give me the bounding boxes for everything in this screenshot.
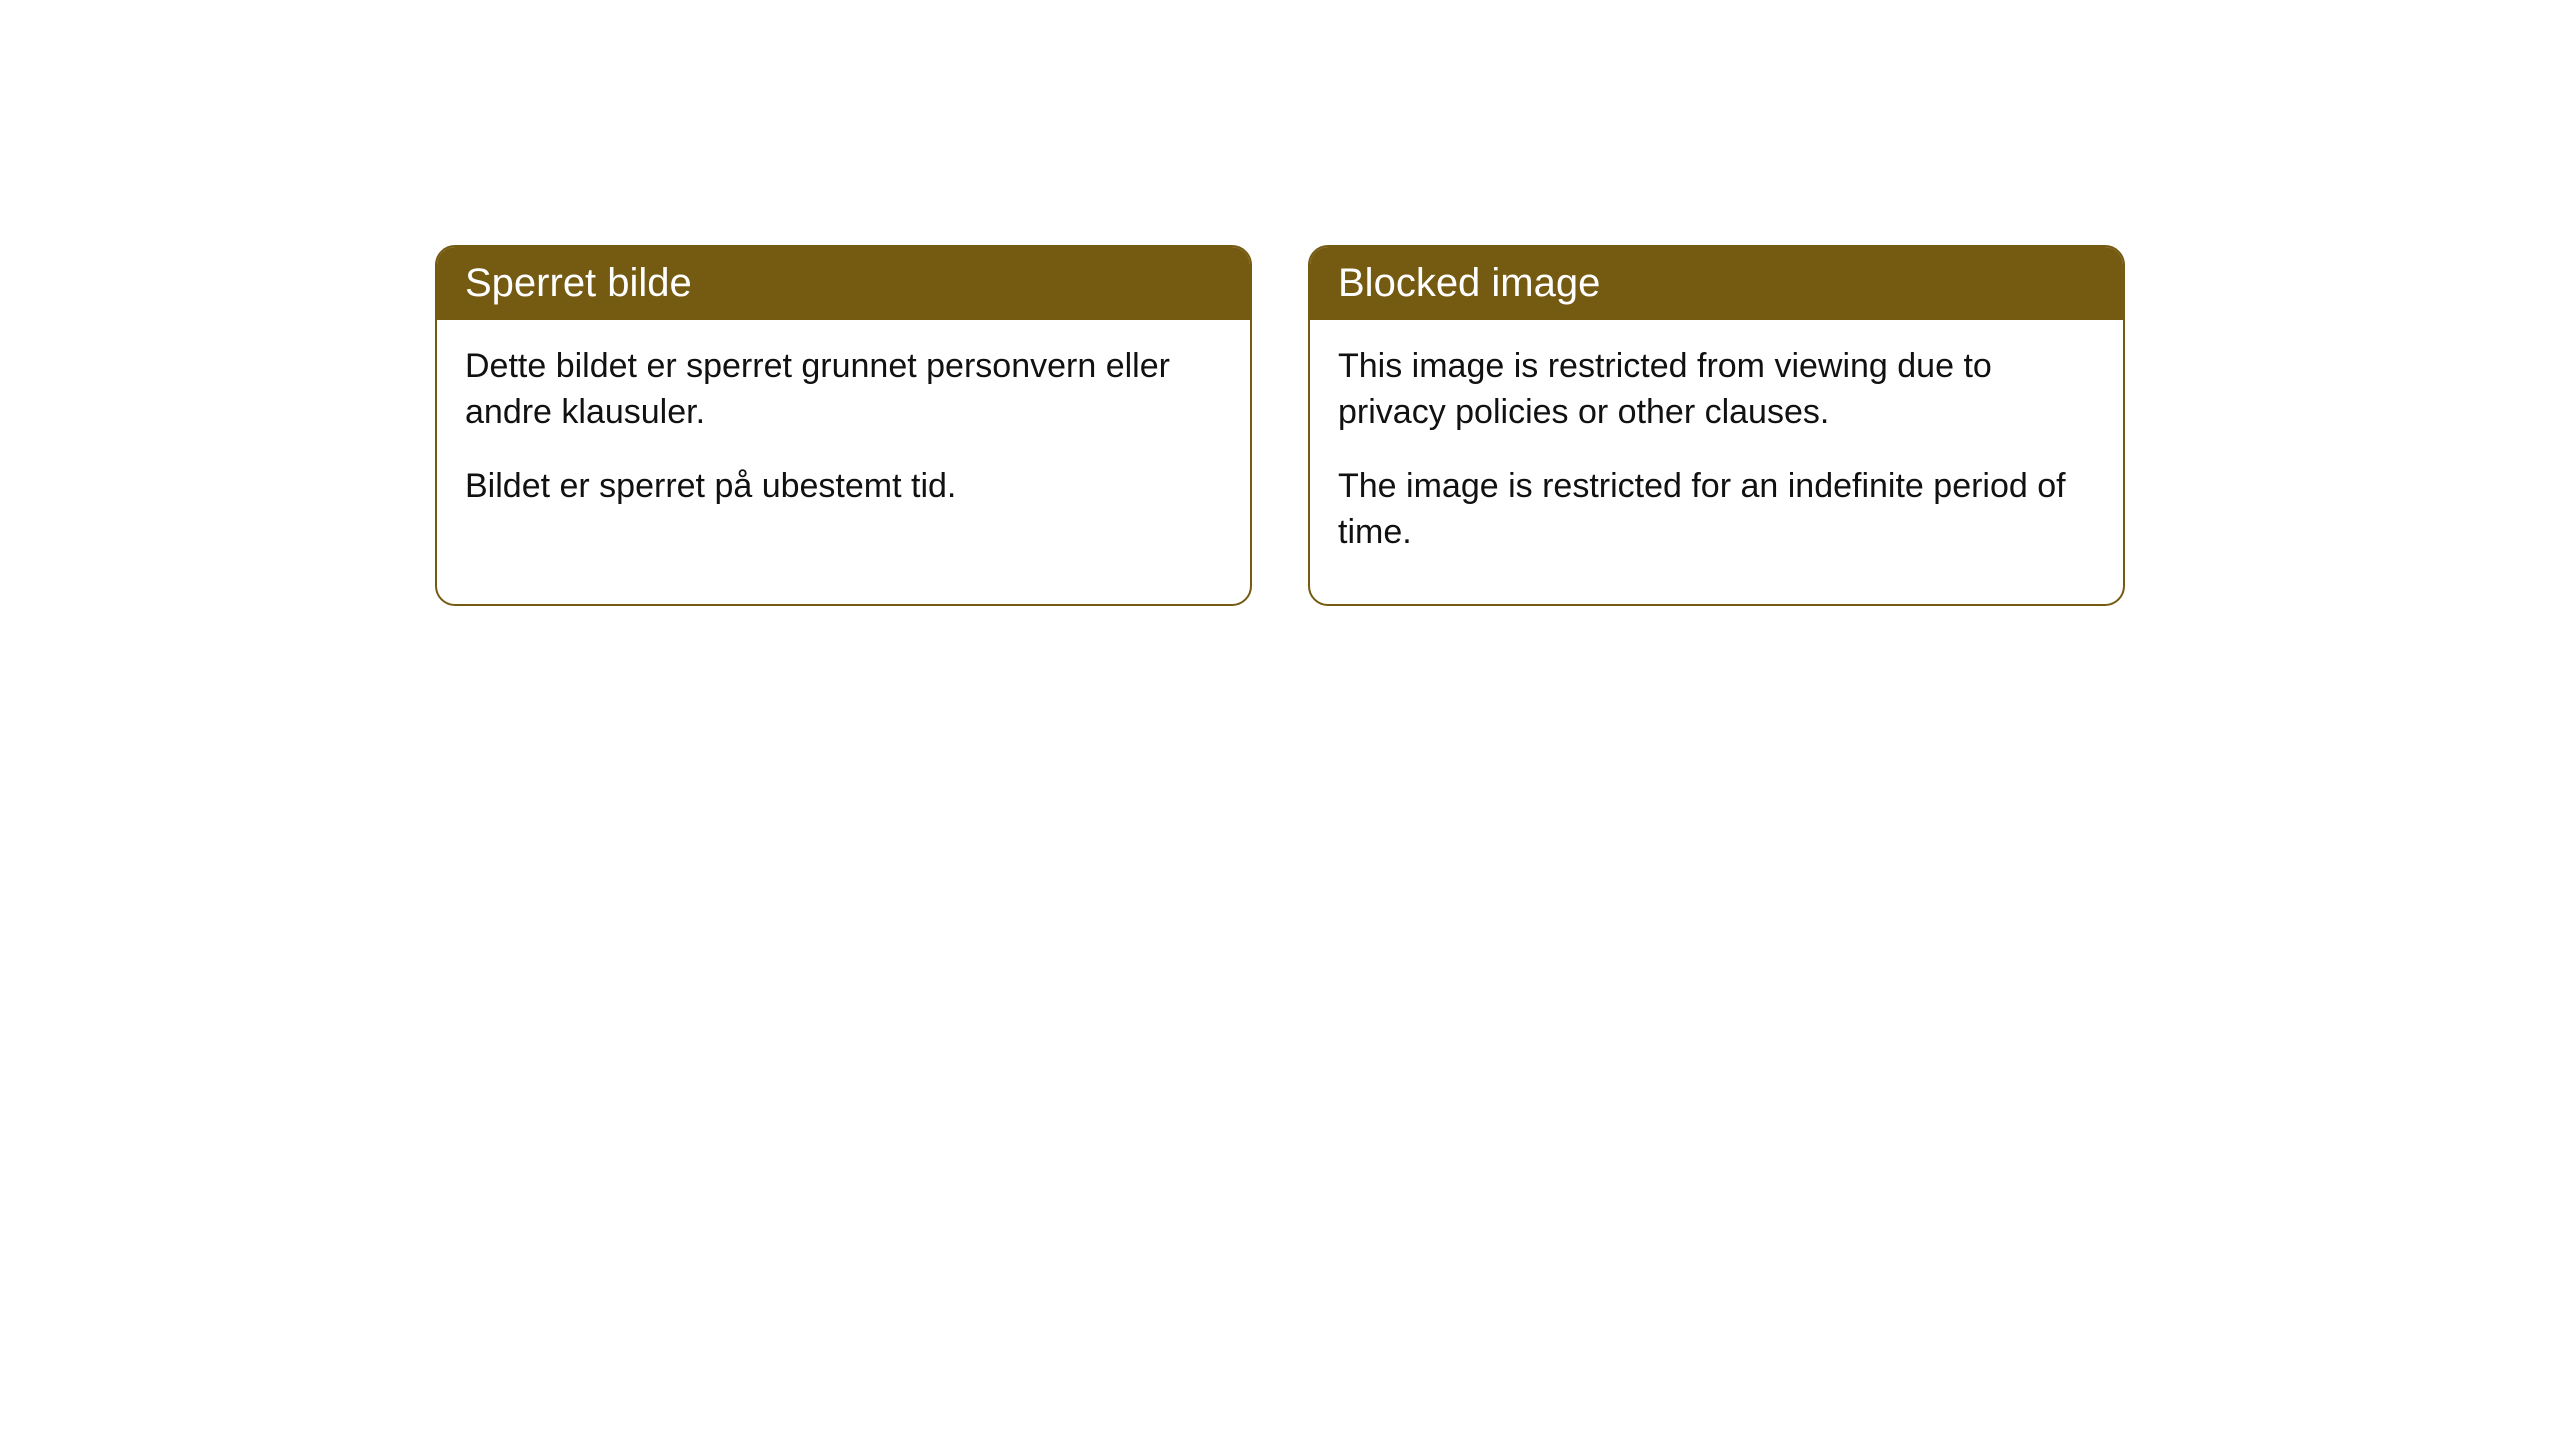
card-body-en: This image is restricted from viewing du…: [1310, 320, 2123, 604]
card-paragraph-2: The image is restricted for an indefinit…: [1338, 464, 2095, 556]
card-title: Blocked image: [1338, 261, 1600, 305]
card-title: Sperret bilde: [465, 261, 692, 305]
card-body-no: Dette bildet er sperret grunnet personve…: [437, 320, 1250, 558]
card-paragraph-2: Bildet er sperret på ubestemt tid.: [465, 464, 1222, 510]
blocked-image-card-en: Blocked image This image is restricted f…: [1308, 245, 2125, 606]
card-header-en: Blocked image: [1310, 247, 2123, 320]
blocked-image-card-no: Sperret bilde Dette bildet er sperret gr…: [435, 245, 1252, 606]
card-paragraph-1: Dette bildet er sperret grunnet personve…: [465, 344, 1222, 436]
card-header-no: Sperret bilde: [437, 247, 1250, 320]
card-paragraph-1: This image is restricted from viewing du…: [1338, 344, 2095, 436]
cards-container: Sperret bilde Dette bildet er sperret gr…: [435, 245, 2125, 606]
